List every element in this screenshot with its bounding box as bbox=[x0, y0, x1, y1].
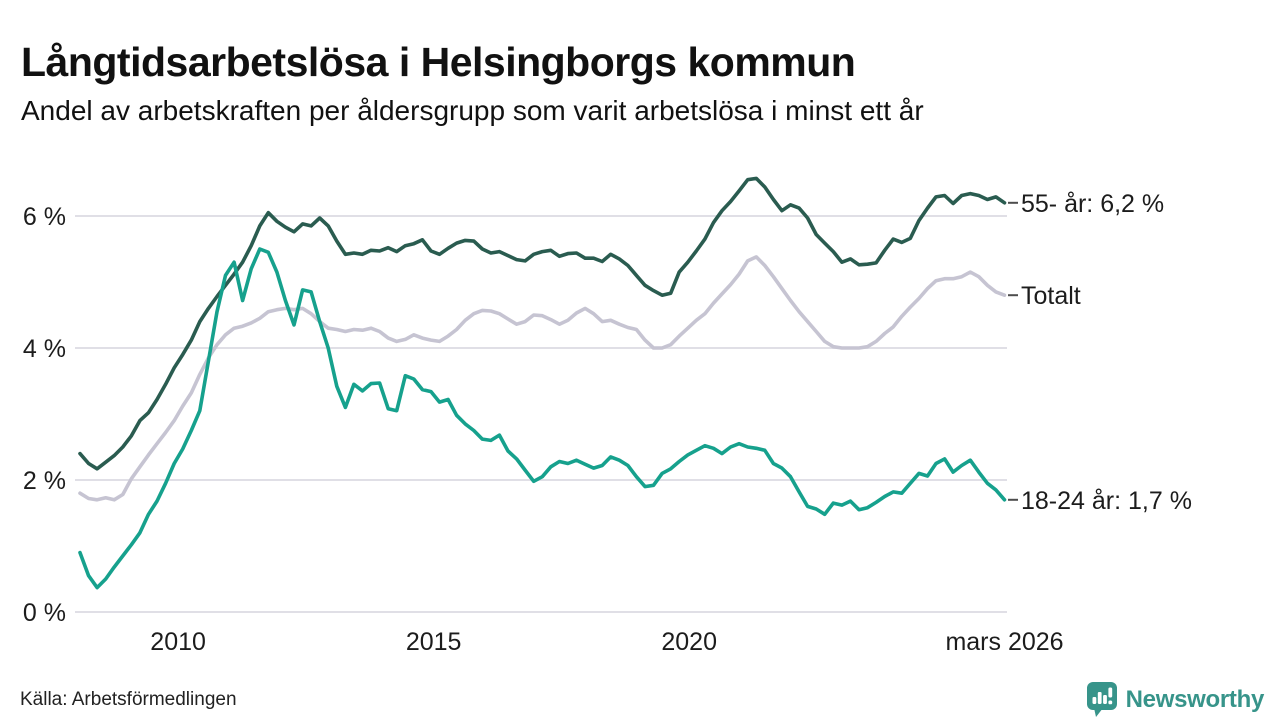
x-tick-label: mars 2026 bbox=[945, 628, 1063, 656]
source-note: Källa: Arbetsförmedlingen bbox=[20, 689, 237, 710]
series-end-label: 55- år: 6,2 % bbox=[1021, 190, 1164, 218]
y-tick-label: 2 % bbox=[23, 467, 66, 495]
newsworthy-icon bbox=[1086, 682, 1117, 717]
newsworthy-wordmark: Newsworthy bbox=[1125, 685, 1265, 713]
page-title: Långtidsarbetslösa i Helsingborgs kommun bbox=[21, 39, 856, 86]
x-tick-label: 2020 bbox=[661, 628, 717, 656]
y-tick-label: 0 % bbox=[23, 599, 66, 627]
series-end-label: Totalt bbox=[1021, 282, 1081, 310]
y-tick-label: 6 % bbox=[23, 203, 66, 231]
series-line-55-r bbox=[78, 176, 1007, 471]
series-line-totalt bbox=[78, 255, 1007, 502]
x-tick-label: 2015 bbox=[406, 628, 462, 656]
x-tick-label: 2010 bbox=[150, 628, 206, 656]
series-end-label: 18-24 år: 1,7 % bbox=[1021, 487, 1192, 515]
newsworthy-logo: Newsworthy bbox=[1086, 681, 1264, 718]
series-line-18-24-r bbox=[78, 247, 1007, 590]
chart-subtitle: Andel av arbetskraften per åldersgrupp s… bbox=[21, 95, 924, 126]
y-tick-label: 4 % bbox=[23, 335, 66, 363]
